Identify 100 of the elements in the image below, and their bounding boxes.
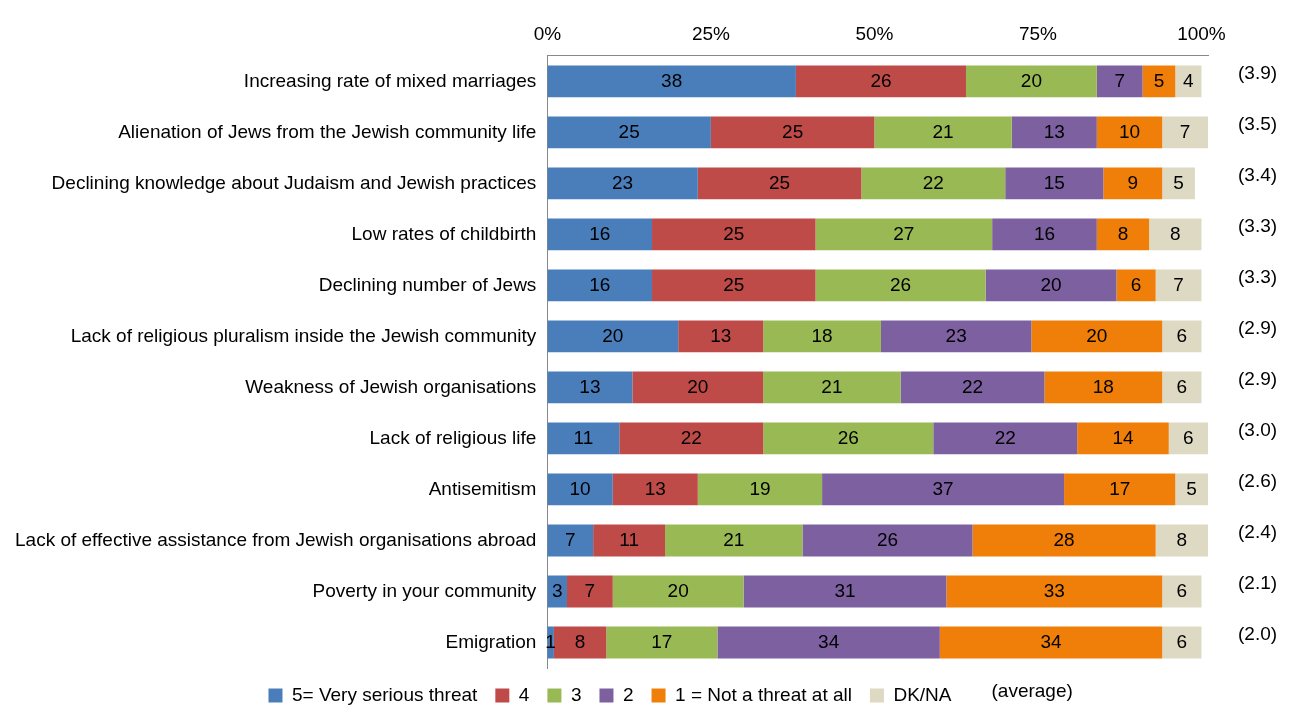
bar [710,116,875,149]
data-label: 27 [893,222,915,244]
bar [547,524,594,557]
data-label: 22 [961,375,984,397]
bar [547,218,653,251]
data-label: 26 [870,69,892,91]
bar [1155,269,1202,302]
data-label: 20 [667,579,689,601]
bar [900,371,1045,404]
bar [1142,65,1176,98]
data-label: 8 [1170,222,1181,244]
bar [992,218,1097,251]
data-label: 21 [723,528,745,550]
text: (3.3) [1238,214,1278,236]
bar [822,473,1065,506]
y-tick-label: Low rates of childbirth [351,222,537,244]
bar [1175,473,1208,506]
data-label: 18 [1092,375,1114,397]
bar [553,626,607,659]
data-label: 33 [1043,579,1065,601]
data-label: 15 [1043,171,1065,193]
bar [1116,269,1156,302]
x-tick-label: 50% [855,22,894,44]
data-label: 20 [1040,273,1062,295]
y-tick-label: Antisemitism [428,477,537,499]
data-label: 14 [1112,426,1134,448]
data-label: 22 [680,426,702,448]
data-label: 13 [1043,120,1065,142]
y-tick-label: Lack of religious pluralism inside the Jewish community [70,324,537,346]
data-label: 9 [1127,171,1139,193]
bar [697,473,823,506]
data-label: 8 [1176,528,1188,550]
data-label: 20 [687,375,709,397]
data-label: 20 [1020,69,1042,91]
bar [1064,473,1176,506]
bar [547,65,796,98]
data-label: 18 [811,324,833,346]
data-label: 21 [932,120,954,142]
y-tick-label: Declining number of Jews [318,273,537,295]
data-label: 25 [769,171,791,193]
bar [985,269,1117,302]
bar [1031,320,1163,353]
data-label: 5 [1186,477,1197,499]
bar [1162,575,1202,608]
data-label: 13 [579,375,601,397]
bar [939,626,1163,659]
legend-label: 1 = Not a threat at all [675,683,852,705]
bar [1096,116,1163,149]
data-label: 25 [723,222,745,244]
bar [933,422,1078,455]
text: (3.3) [1238,265,1278,287]
data-label: 17 [1109,477,1131,499]
legend-label: 4 [518,683,530,705]
bar [619,422,764,455]
data-label: 16 [1033,222,1056,244]
data-label: 6 [1176,324,1188,346]
bar [1044,371,1163,404]
data-label: 7 [584,579,596,601]
text: (2.0) [1238,622,1278,644]
bar [972,524,1156,557]
data-label: 21 [821,375,843,397]
data-label: 4 [1183,69,1195,91]
data-label: 34 [818,630,840,652]
data-label: 7 [1114,69,1125,91]
bar [1155,524,1208,557]
bar [1162,167,1195,200]
y-tick-label: Lack of religious life [369,426,537,448]
bar [763,371,901,404]
data-label: 6 [1176,630,1188,652]
data-label: 26 [837,426,859,448]
bar [652,269,816,302]
data-label: 17 [651,630,673,652]
x-tick-label: 0% [533,22,562,44]
bar [547,371,633,404]
x-tick-label: 75% [1018,22,1058,44]
bar [678,320,764,353]
data-label: 16 [589,273,611,295]
data-label: 8 [574,630,586,652]
bar [652,218,816,251]
legend-title: (average) [991,679,1073,701]
bar [815,218,993,251]
data-label: 11 [619,528,639,550]
data-label: 20 [1086,324,1108,346]
bar [566,575,613,608]
text: (3.5) [1238,112,1278,134]
bar [665,524,803,557]
data-label: 38 [661,69,683,91]
bar [946,575,1163,608]
bar [717,626,940,659]
data-label: 5 [1153,69,1165,91]
data-label: 20 [602,324,624,346]
data-label: 7 [1173,273,1184,295]
data-label: 19 [749,477,771,499]
data-label: 8 [1117,222,1129,244]
bar [1011,116,1097,149]
data-label: 7 [564,528,576,550]
legend-label: 3 [570,683,582,705]
x-tick-label: 100% [1177,22,1226,44]
legend-label: 2 [622,683,634,705]
bar [606,626,718,659]
